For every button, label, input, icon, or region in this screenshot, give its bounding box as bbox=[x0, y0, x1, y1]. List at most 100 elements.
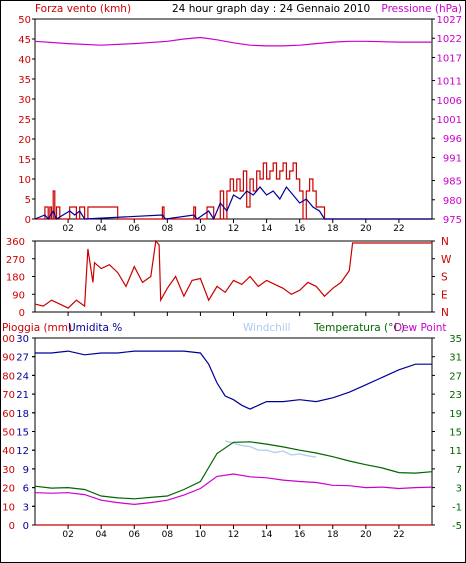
x-tick-label: 08 bbox=[162, 224, 174, 234]
x-tick-label: 16 bbox=[294, 530, 306, 540]
direction-tick-label: 270 bbox=[6, 255, 25, 266]
humidity-tick-label: 6 bbox=[23, 484, 29, 495]
wind-average-line bbox=[34, 185, 432, 221]
temperature-axis-title: Temperatura (°C) bbox=[313, 322, 405, 334]
chart-title: 24 hour graph day : 24 Gennaio 2010 bbox=[172, 3, 370, 15]
temperature-tick-label: 27 bbox=[449, 371, 462, 382]
compass-label: E bbox=[441, 289, 448, 301]
humidity-tick-label: 27 bbox=[16, 353, 29, 364]
wind-axis-title: Forza vento (kmh) bbox=[35, 3, 131, 15]
x-tick-label: 02 bbox=[62, 530, 73, 540]
x-tick-label: 02 bbox=[62, 224, 73, 234]
wind-tick-label: 15 bbox=[18, 155, 31, 166]
rain-axis-title: Pioggia (mm) bbox=[2, 322, 72, 334]
x-tick-label: 04 bbox=[95, 224, 107, 234]
x-tick-label: 18 bbox=[327, 224, 339, 234]
pressure-tick-label: 1011 bbox=[437, 77, 462, 88]
rain-tick-label: 60 bbox=[2, 409, 15, 420]
pressure-tick-label: 1006 bbox=[437, 96, 462, 107]
humidity-tick-label: 15 bbox=[16, 428, 29, 439]
panel-2-border bbox=[34, 240, 433, 313]
pressure-tick-label: 980 bbox=[443, 196, 462, 207]
compass-label: N bbox=[441, 307, 449, 319]
humidity-tick-label: 21 bbox=[16, 390, 29, 401]
pressure-tick-label: 1001 bbox=[437, 115, 462, 126]
x-tick-label: 18 bbox=[327, 530, 339, 540]
temperature-tick-label: 11 bbox=[449, 446, 462, 457]
x-tick-label: 06 bbox=[129, 224, 141, 234]
pressure-tick-label: 1017 bbox=[437, 53, 462, 64]
x-tick-label: 12 bbox=[228, 530, 239, 540]
wind-tick-label: 5 bbox=[25, 195, 31, 206]
direction-tick-label: 180 bbox=[6, 273, 25, 284]
wind-gust-line bbox=[35, 162, 432, 220]
x-tick-label: 20 bbox=[360, 530, 372, 540]
panel-3-border bbox=[34, 337, 433, 526]
temperature-tick-label: 35 bbox=[449, 334, 462, 345]
wind-tick-label: 40 bbox=[18, 55, 31, 66]
windchill-line bbox=[225, 440, 317, 458]
x-tick-label: 06 bbox=[129, 530, 141, 540]
wind-tick-label: 30 bbox=[18, 95, 31, 106]
temperature-tick-label: 31 bbox=[449, 353, 462, 364]
humidity-tick-label: 9 bbox=[23, 465, 29, 476]
x-tick-label: 10 bbox=[195, 224, 207, 234]
pressure-line bbox=[34, 36, 432, 47]
compass-label: S bbox=[441, 272, 448, 284]
humidity-tick-label: 30 bbox=[16, 334, 29, 345]
compass-label: W bbox=[441, 254, 452, 266]
rain-tick-label: 90 bbox=[2, 353, 15, 364]
direction-tick-label: 360 bbox=[6, 237, 25, 248]
dewpoint-line bbox=[34, 473, 433, 506]
wind-tick-label: 35 bbox=[18, 75, 31, 86]
temperature-tick-label: -1 bbox=[452, 502, 462, 513]
humidity-tick-label: 18 bbox=[16, 409, 29, 420]
x-tick-label: 14 bbox=[261, 224, 273, 234]
temperature-tick-label: -5 bbox=[452, 521, 462, 532]
wind-direction-line bbox=[34, 239, 432, 309]
pressure-tick-label: 975 bbox=[443, 215, 462, 226]
temperature-tick-label: 23 bbox=[449, 390, 462, 401]
rain-tick-label: 100 bbox=[1, 334, 15, 345]
wind-tick-label: 0 bbox=[25, 215, 31, 226]
pressure-tick-label: 1022 bbox=[437, 34, 462, 45]
wind-tick-label: 10 bbox=[18, 175, 31, 186]
temperature-tick-label: 3 bbox=[456, 484, 462, 495]
humidity-axis-title: Umidita % bbox=[68, 322, 122, 334]
temperature-tick-label: 7 bbox=[456, 465, 462, 476]
rain-tick-label: 0 bbox=[9, 521, 15, 532]
direction-tick-label: 0 bbox=[19, 308, 25, 319]
x-tick-label: 22 bbox=[393, 224, 404, 234]
wind-tick-label: 25 bbox=[18, 115, 31, 126]
x-tick-label: 16 bbox=[294, 224, 306, 234]
rain-tick-label: 10 bbox=[2, 502, 15, 513]
rain-tick-label: 70 bbox=[2, 390, 15, 401]
rain-tick-label: 30 bbox=[2, 465, 15, 476]
wind-tick-label: 20 bbox=[18, 135, 31, 146]
pressure-tick-label: 1027 bbox=[437, 15, 462, 26]
pressure-tick-label: 991 bbox=[443, 153, 462, 164]
rain-tick-label: 50 bbox=[2, 428, 15, 439]
humidity-tick-label: 3 bbox=[23, 502, 29, 513]
wind-tick-label: 45 bbox=[18, 35, 31, 46]
compass-label: N bbox=[441, 236, 449, 248]
dewpoint-legend-label: Dew Point bbox=[394, 322, 447, 334]
wind-tick-label: 50 bbox=[18, 15, 31, 26]
pressure-axis-title: Pressione (hPa) bbox=[381, 3, 462, 15]
rain-tick-label: 40 bbox=[2, 446, 15, 457]
humidity-tick-label: 12 bbox=[16, 446, 29, 457]
temperature-line bbox=[34, 441, 433, 500]
temperature-tick-label: 15 bbox=[449, 428, 462, 439]
humidity-tick-label: 0 bbox=[23, 521, 29, 532]
windchill-legend-label: Windchill bbox=[243, 322, 291, 334]
temperature-tick-label: 19 bbox=[449, 409, 462, 420]
x-tick-label: 20 bbox=[360, 224, 372, 234]
humidity-tick-label: 24 bbox=[16, 371, 29, 382]
pressure-tick-label: 985 bbox=[443, 177, 462, 188]
humidity-line bbox=[35, 350, 432, 410]
direction-tick-label: 90 bbox=[12, 290, 25, 301]
rain-tick-label: 20 bbox=[2, 484, 15, 495]
x-tick-label: 08 bbox=[162, 530, 174, 540]
